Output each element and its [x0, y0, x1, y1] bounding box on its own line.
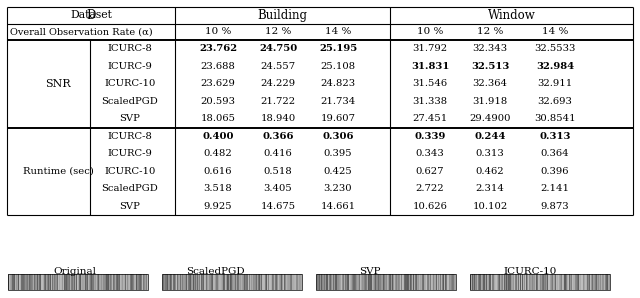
Text: 32.5533: 32.5533 — [534, 44, 576, 53]
Text: 32.364: 32.364 — [472, 79, 508, 88]
Text: 0.396: 0.396 — [541, 167, 569, 176]
Text: 12 %: 12 % — [265, 27, 291, 36]
Text: D: D — [86, 9, 96, 22]
Text: 18.940: 18.940 — [260, 114, 296, 123]
Text: SVP: SVP — [120, 202, 140, 211]
Text: 18.065: 18.065 — [200, 114, 236, 123]
Text: 14 %: 14 % — [325, 27, 351, 36]
Text: 9.873: 9.873 — [541, 202, 570, 211]
Text: ICURC-10: ICURC-10 — [104, 79, 156, 88]
Text: 14.675: 14.675 — [260, 202, 296, 211]
Text: Overall Observation Rate (α): Overall Observation Rate (α) — [10, 27, 152, 36]
Text: 3.230: 3.230 — [324, 184, 352, 193]
Text: 25.195: 25.195 — [319, 44, 357, 53]
Text: 32.693: 32.693 — [538, 97, 572, 106]
Text: 0.400: 0.400 — [202, 132, 234, 141]
Text: 0.244: 0.244 — [474, 132, 506, 141]
Text: 3.405: 3.405 — [264, 184, 292, 193]
Text: 0.366: 0.366 — [262, 132, 294, 141]
Text: SVP: SVP — [120, 114, 140, 123]
Text: 32.911: 32.911 — [538, 79, 573, 88]
Text: 10.102: 10.102 — [472, 202, 508, 211]
Text: 29.4900: 29.4900 — [469, 114, 511, 123]
Text: 0.482: 0.482 — [204, 149, 232, 158]
Text: 27.451: 27.451 — [412, 114, 447, 123]
Text: 24.557: 24.557 — [260, 62, 296, 71]
Text: 2.141: 2.141 — [541, 184, 570, 193]
Text: 0.616: 0.616 — [204, 167, 232, 176]
Text: 25.108: 25.108 — [321, 62, 356, 71]
Text: 31.831: 31.831 — [411, 62, 449, 71]
Text: 23.762: 23.762 — [199, 44, 237, 53]
Text: ScaledPGD: ScaledPGD — [186, 266, 244, 275]
Text: ICURC-8: ICURC-8 — [108, 132, 152, 141]
Text: ICURC-8: ICURC-8 — [108, 44, 152, 53]
Text: ICURC-10: ICURC-10 — [503, 266, 557, 275]
Text: 32.343: 32.343 — [472, 44, 508, 53]
Text: ICURC-9: ICURC-9 — [108, 62, 152, 71]
Text: Dataset: Dataset — [70, 10, 112, 21]
Bar — [316, 274, 456, 290]
Text: 21.734: 21.734 — [321, 97, 356, 106]
Text: Original: Original — [54, 266, 97, 275]
Text: 0.627: 0.627 — [416, 167, 444, 176]
Text: 0.364: 0.364 — [541, 149, 570, 158]
Text: 10 %: 10 % — [417, 27, 443, 36]
Text: Window: Window — [488, 9, 536, 22]
Bar — [162, 274, 302, 290]
Text: 14 %: 14 % — [542, 27, 568, 36]
Text: 31.338: 31.338 — [412, 97, 447, 106]
Text: 30.8541: 30.8541 — [534, 114, 576, 123]
Text: 2.722: 2.722 — [416, 184, 444, 193]
Text: 10.626: 10.626 — [413, 202, 447, 211]
Text: Building: Building — [257, 9, 307, 22]
Text: 3.518: 3.518 — [204, 184, 232, 193]
Bar — [470, 274, 610, 290]
Text: 24.823: 24.823 — [321, 79, 356, 88]
Text: 0.313: 0.313 — [540, 132, 571, 141]
Text: ICURC-10: ICURC-10 — [104, 167, 156, 176]
Text: 0.416: 0.416 — [264, 149, 292, 158]
Text: 31.792: 31.792 — [412, 44, 447, 53]
Text: Runtime (sec): Runtime (sec) — [22, 167, 93, 176]
Text: 0.395: 0.395 — [324, 149, 352, 158]
Text: 0.518: 0.518 — [264, 167, 292, 176]
Text: 20.593: 20.593 — [200, 97, 236, 106]
Text: 10 %: 10 % — [205, 27, 231, 36]
Text: SNR: SNR — [45, 79, 71, 89]
Text: 19.607: 19.607 — [321, 114, 355, 123]
Text: 0.425: 0.425 — [324, 167, 353, 176]
Text: 24.750: 24.750 — [259, 44, 297, 53]
Text: ScaledPGD: ScaledPGD — [102, 97, 158, 106]
Text: SVP: SVP — [359, 266, 381, 275]
Bar — [8, 274, 148, 290]
Text: 0.313: 0.313 — [476, 149, 504, 158]
Text: 0.306: 0.306 — [323, 132, 354, 141]
Text: 2.314: 2.314 — [476, 184, 504, 193]
Text: 31.546: 31.546 — [412, 79, 447, 88]
Text: 0.462: 0.462 — [476, 167, 504, 176]
Text: 23.629: 23.629 — [200, 79, 236, 88]
Text: 12 %: 12 % — [477, 27, 503, 36]
Text: 23.688: 23.688 — [200, 62, 236, 71]
Text: 9.925: 9.925 — [204, 202, 232, 211]
Text: 21.722: 21.722 — [260, 97, 296, 106]
Text: ScaledPGD: ScaledPGD — [102, 184, 158, 193]
Text: 32.984: 32.984 — [536, 62, 574, 71]
Text: 14.661: 14.661 — [321, 202, 356, 211]
Text: 0.339: 0.339 — [414, 132, 445, 141]
Text: 31.918: 31.918 — [472, 97, 508, 106]
Text: 0.343: 0.343 — [415, 149, 444, 158]
Text: ICURC-9: ICURC-9 — [108, 149, 152, 158]
Text: 24.229: 24.229 — [260, 79, 296, 88]
Text: 32.513: 32.513 — [471, 62, 509, 71]
